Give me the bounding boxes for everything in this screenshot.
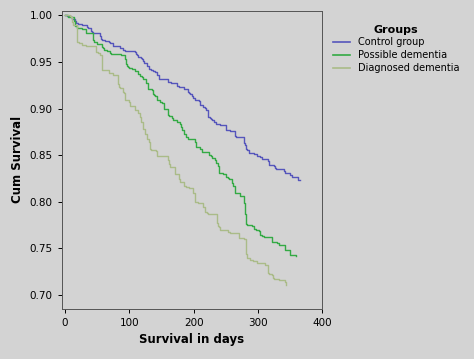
Legend: Control group, Possible dementia, Diagnosed dementia: Control group, Possible dementia, Diagno…	[330, 22, 463, 76]
X-axis label: Survival in days: Survival in days	[139, 333, 245, 346]
Y-axis label: Cum Survival: Cum Survival	[11, 116, 24, 203]
